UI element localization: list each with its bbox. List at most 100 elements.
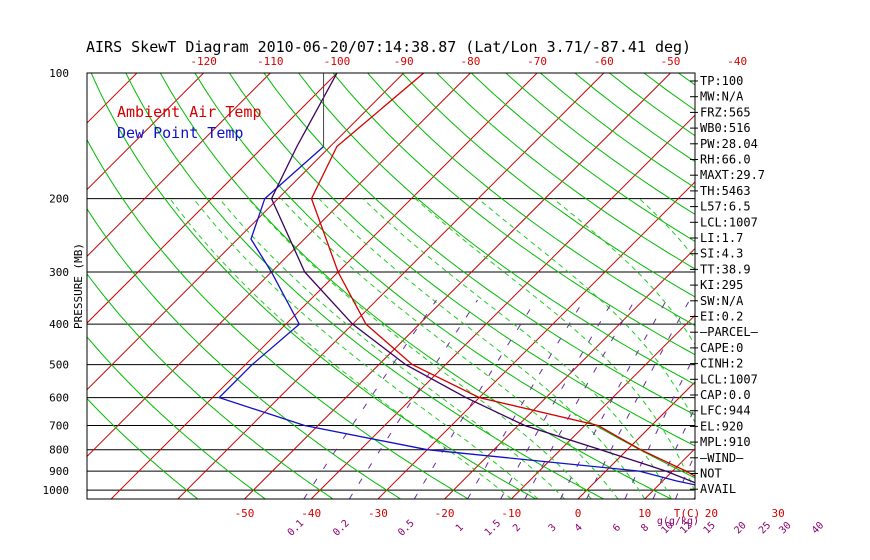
pressure-tick-label: 900 [49, 465, 69, 478]
bottom-temp-tick-label: 20 [705, 507, 718, 520]
mixing-ratio-label: 40 [810, 520, 826, 536]
moist-adiabat-line [247, 198, 592, 499]
mixing-ratio-line [560, 299, 667, 499]
mixing-ratio-label: 1.5 [483, 518, 504, 539]
stats-panel-item: TP:100 [700, 74, 743, 88]
dry-adiabat-line [87, 207, 401, 499]
temp-unit-label: T(C) [674, 507, 701, 520]
mixing-ratio-label: 0.1 [286, 518, 307, 539]
mixing-ratio-line [826, 300, 870, 499]
stats-panel-item: NOT [700, 467, 722, 481]
mixing-ratio-line [674, 453, 695, 499]
top-temp-tick-label: -100 [324, 55, 351, 68]
stats-panel-item: —WIND— [700, 451, 744, 465]
top-temp-tick-label: -80 [460, 55, 480, 68]
ambient-temp-curve [310, 73, 695, 477]
dry-adiabat-line [87, 397, 199, 499]
top-temp-tick-label: -50 [661, 55, 681, 68]
bottom-temp-tick-label: 30 [771, 507, 784, 520]
stats-panel-item: CINH:2 [700, 357, 743, 371]
dry-adiabat-line [748, 73, 870, 499]
mixing-ratio-line [303, 299, 437, 499]
dry-adiabat-line [851, 73, 870, 499]
dry-adiabat-line [87, 138, 469, 499]
dewpoint-curve [217, 146, 695, 486]
isotherm-line [778, 73, 870, 499]
mixing-ratio-line [748, 300, 832, 499]
top-temp-tick-label: -70 [527, 55, 547, 68]
isotherm-line [444, 247, 695, 499]
mixing-ratio-label: 3 [547, 522, 559, 534]
stats-panel-item: CAPE:0 [700, 341, 743, 355]
moist-adiabat-line [169, 198, 512, 499]
mixing-ratio-label: 4 [573, 522, 585, 534]
dry-adiabat-line [436, 73, 695, 270]
stats-panel-item: L57:6.5 [700, 200, 751, 214]
top-temp-tick-label: -90 [394, 55, 414, 68]
isotherm-line [244, 73, 671, 499]
stats-panel-item: —PARCEL— [700, 325, 759, 339]
mixing-ratio-line [586, 299, 691, 499]
moist-adiabat-line [414, 198, 695, 494]
stats-panel-item: CAP:0.0 [700, 388, 751, 402]
pressure-tick-label: 500 [49, 359, 69, 372]
isotherm-line [0, 73, 4, 499]
bottom-temp-tick-label: -30 [368, 507, 388, 520]
moist-adiabat-line [477, 198, 695, 424]
pressure-tick-label: 600 [49, 392, 69, 405]
moist-adiabat-line [362, 198, 672, 499]
dry-adiabat-line [782, 73, 870, 499]
bottom-temp-tick-label: -40 [301, 507, 321, 520]
legend-dew-point-temp: Dew Point Temp [117, 124, 243, 142]
isotherm-line [177, 73, 605, 499]
moist-adiabat-line [318, 198, 646, 499]
isotherm-line [87, 73, 405, 391]
bottom-temp-tick-label: -20 [435, 507, 455, 520]
plot-frame [86, 72, 696, 500]
stats-panel-item: LI:1.7 [700, 231, 743, 245]
mixing-ratio-label: 2 [511, 522, 523, 534]
pressure-tick-label: 100 [49, 67, 69, 80]
stats-panel-item: LFC:944 [700, 404, 751, 418]
stats-panel-item: FRZ:565 [700, 105, 751, 119]
dry-adiabat-line [125, 73, 604, 499]
bottom-temp-tick-label: -50 [235, 507, 255, 520]
pressure-tick-label: 700 [49, 420, 69, 433]
isotherm-line [110, 73, 538, 499]
mixing-ratio-label: 8 [639, 522, 651, 534]
mixing-unit-label: g(g/kg) [657, 516, 699, 527]
pressure-tick-label: 800 [49, 444, 69, 457]
moist-adiabat-line [280, 198, 619, 499]
dry-adiabat-line [332, 73, 695, 356]
dry-adiabat-line [194, 73, 695, 479]
mixing-ratio-label: 25 [757, 520, 773, 536]
pressure-tick-label: 1000 [43, 484, 70, 497]
isotherm-line [577, 381, 695, 499]
dry-adiabat-line [90, 73, 537, 499]
top-temp-tick-label: -120 [190, 55, 217, 68]
isotherm-line [310, 114, 695, 499]
stats-panel-item: EI:0.2 [700, 310, 743, 324]
isotherm-line [87, 73, 338, 324]
stats-panel-item: LCL:1007 [700, 215, 758, 229]
dry-adiabat-line [298, 73, 695, 385]
top-temp-tick-label: -110 [257, 55, 284, 68]
stats-panel-item: LCL:1007 [700, 372, 758, 386]
bottom-temp-tick-label: 0 [575, 507, 582, 520]
isotherm-line [0, 73, 70, 499]
top-temp-tick-label: -40 [727, 55, 747, 68]
mixing-ratio-label: 6 [611, 522, 623, 534]
bottom-temp-tick-label: -10 [501, 507, 521, 520]
isotherm-line [377, 181, 695, 499]
isotherm-line [845, 73, 870, 499]
bottom-temp-tick-label: 10 [638, 507, 651, 520]
sounding-curves [217, 73, 695, 486]
top-temp-tick-label: -60 [594, 55, 614, 68]
stats-panel-item: MPL:910 [700, 435, 751, 449]
mixing-ratio-line [524, 299, 636, 499]
mixing-ratio-label: 0.2 [331, 518, 352, 539]
stats-panel-item: TT:38.9 [700, 262, 751, 276]
mixing-ratio-label: 15 [702, 520, 718, 536]
